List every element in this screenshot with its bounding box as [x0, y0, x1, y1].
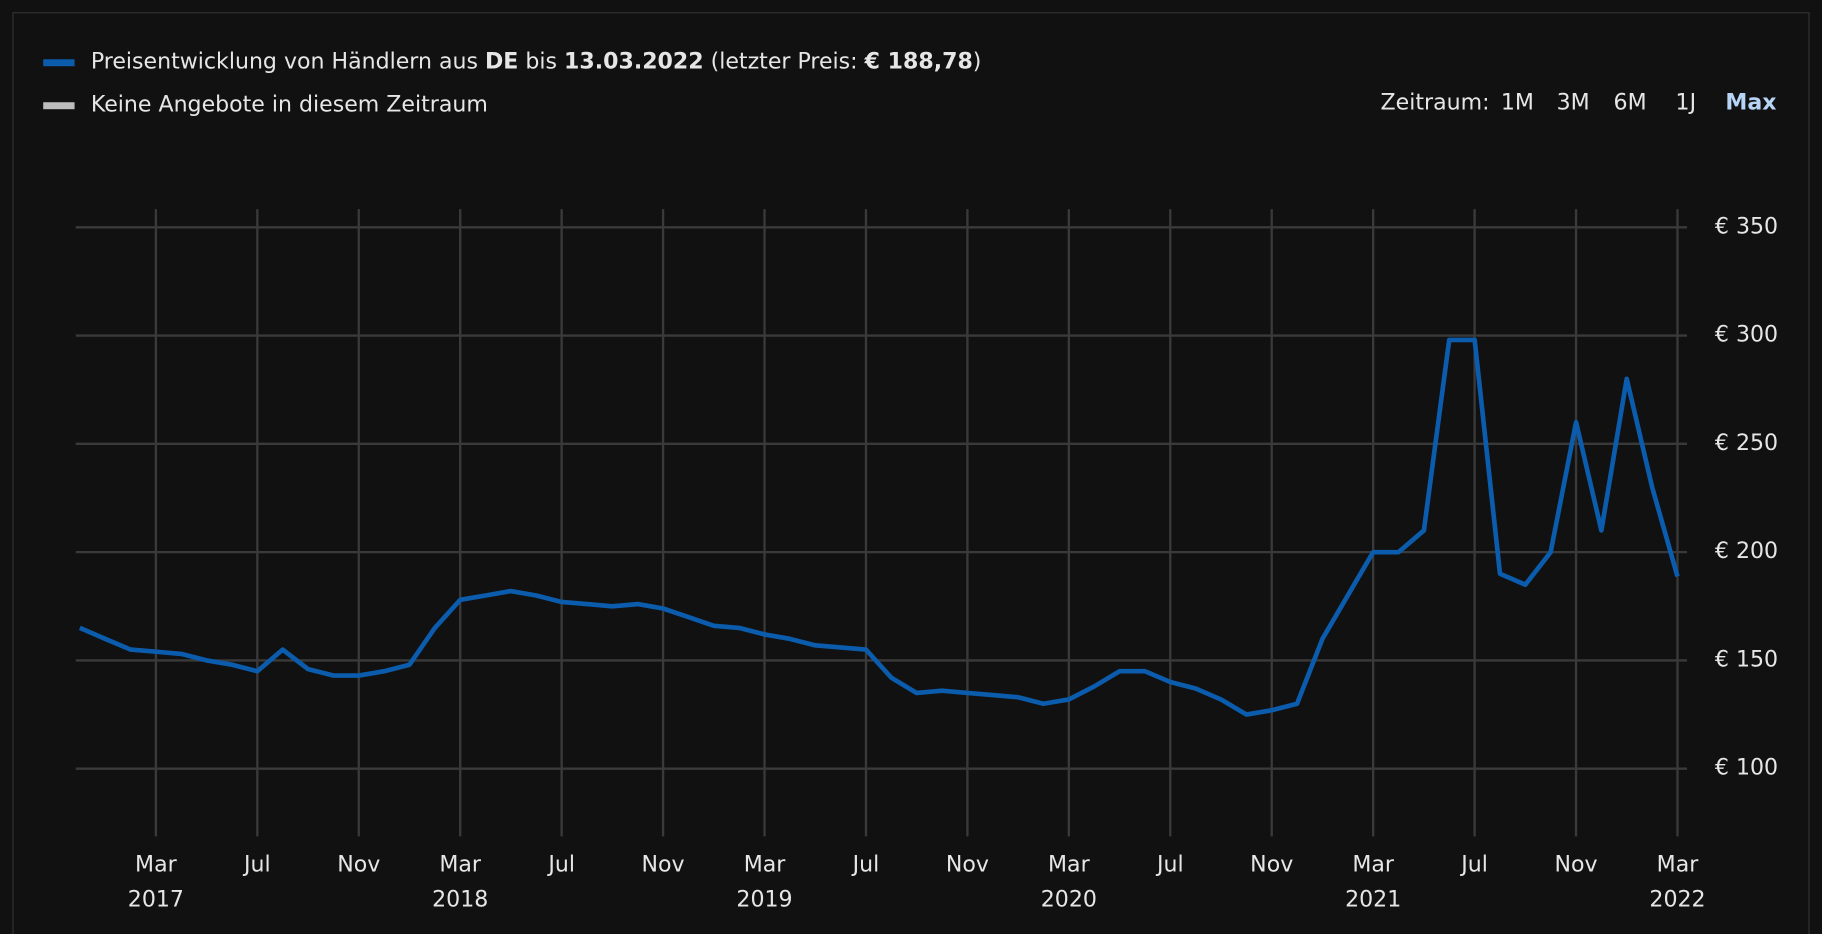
legend-label: Keine Angebote in diesem Zeitraum [91, 93, 488, 118]
x-tick-label: Jul [546, 852, 575, 877]
y-tick-label: € 100 [1715, 756, 1778, 781]
x-tick-label: Jul [242, 852, 271, 877]
legend-text: bis [518, 50, 564, 75]
x-tick-label: Jul [1155, 852, 1184, 877]
x-year-label: 2022 [1649, 887, 1705, 912]
x-tick-label: Mar [439, 852, 482, 877]
legend-text: ) [973, 50, 982, 75]
x-tick-label: Mar [1352, 852, 1395, 877]
x-tick-label: Jul [1459, 852, 1488, 877]
range-option[interactable]: 1M [1501, 90, 1534, 115]
legend-swatch [43, 102, 75, 110]
price-line [78, 337, 1680, 717]
x-year-label: 2017 [128, 887, 184, 912]
y-tick-label: € 350 [1715, 214, 1778, 239]
legend-label: Preisentwicklung von Händlern aus DE bis… [91, 50, 982, 75]
legend-text: (letzter Preis: [704, 50, 865, 75]
range-option[interactable]: 6M [1614, 90, 1647, 115]
y-tick-label: € 150 [1715, 647, 1778, 672]
y-tick-label: € 300 [1715, 323, 1778, 348]
legend-text: Preisentwicklung von Händlern aus [91, 50, 485, 75]
y-tick-label: € 200 [1715, 539, 1778, 564]
x-tick-label: Mar [744, 852, 787, 877]
panel [12, 12, 1810, 934]
y-tick-label: € 250 [1715, 431, 1778, 456]
range-option[interactable]: Max [1725, 90, 1776, 115]
x-tick-label: Nov [642, 852, 685, 877]
range-option[interactable]: 3M [1557, 90, 1590, 115]
legend-text: DE [485, 50, 518, 75]
x-tick-label: Nov [946, 852, 989, 877]
legend-swatch [43, 59, 75, 67]
x-tick-label: Nov [337, 852, 380, 877]
x-tick-label: Mar [1048, 852, 1091, 877]
x-tick-label: Nov [1555, 852, 1598, 877]
x-year-label: 2018 [432, 887, 488, 912]
x-tick-label: Nov [1250, 852, 1293, 877]
legend-text: € 188,78 [864, 50, 973, 75]
legend-text: 13.03.2022 [564, 50, 704, 75]
x-tick-label: Mar [1657, 852, 1700, 877]
x-year-label: 2019 [736, 887, 792, 912]
legend-text: Keine Angebote in diesem Zeitraum [91, 93, 488, 118]
range-option[interactable]: 1J [1676, 90, 1697, 115]
x-year-label: 2020 [1041, 887, 1097, 912]
x-year-label: 2021 [1345, 887, 1401, 912]
range-label: Zeitraum: [1381, 90, 1490, 115]
x-tick-label: Mar [135, 852, 178, 877]
x-tick-label: Jul [851, 852, 880, 877]
